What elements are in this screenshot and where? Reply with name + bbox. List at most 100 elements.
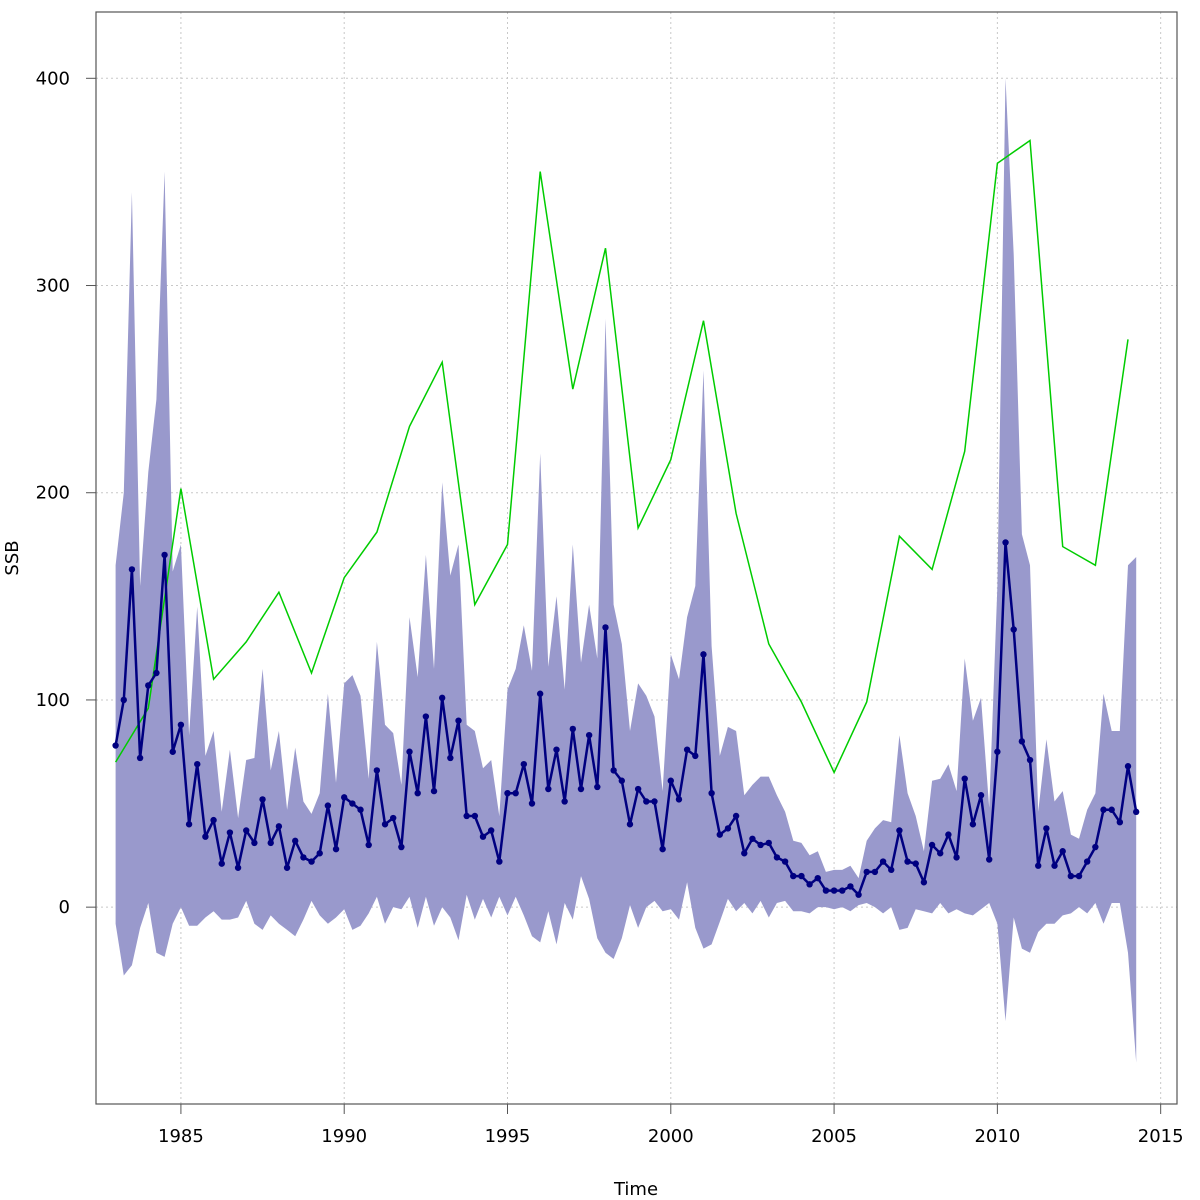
estimate-point (218, 860, 225, 867)
estimate-point (349, 800, 356, 807)
estimate-point (406, 748, 413, 755)
estimate-point (161, 551, 168, 559)
estimate-point (365, 841, 372, 849)
estimate-point (259, 796, 266, 803)
estimate-point (643, 798, 650, 805)
estimate-point (430, 787, 438, 795)
estimate-point (732, 812, 740, 820)
estimate-point (912, 860, 919, 867)
confidence-band (115, 78, 1137, 1063)
estimate-point (724, 825, 732, 832)
estimate-point (455, 717, 462, 724)
estimate-point (928, 841, 936, 849)
estimate-point (1116, 818, 1124, 826)
estimate-point (471, 812, 479, 820)
estimate-point (561, 798, 568, 805)
estimate-point (536, 690, 544, 697)
x-tick-label: 2010 (974, 1126, 1020, 1147)
estimate-point (626, 821, 634, 828)
estimate-point (120, 696, 127, 704)
estimate-point (504, 789, 511, 797)
estimate-point (961, 775, 968, 782)
estimate-point (798, 872, 805, 880)
estimate-point (496, 858, 503, 865)
estimate-point (602, 624, 609, 631)
estimate-point (675, 796, 683, 803)
confidence-band-group (115, 78, 1137, 1063)
x-tick-label: 2005 (811, 1126, 857, 1147)
estimate-point (806, 881, 813, 888)
estimate-point (814, 874, 821, 882)
estimate-point (292, 837, 299, 845)
estimate-point (839, 887, 846, 894)
estimate-point (136, 754, 144, 762)
y-tick-label: 200 (36, 483, 70, 504)
estimate-point (512, 789, 519, 797)
estimate-point (275, 823, 283, 830)
estimate-point (267, 839, 274, 847)
estimate-point (1035, 862, 1042, 869)
estimate-point (243, 827, 250, 834)
estimate-point (953, 854, 960, 861)
estimate-point (1002, 539, 1009, 546)
estimate-point (389, 814, 397, 822)
x-tick-label: 2015 (1138, 1126, 1184, 1147)
estimate-point (251, 839, 258, 847)
y-tick-label: 400 (36, 68, 70, 89)
estimate-point (341, 794, 348, 801)
estimate-point (577, 785, 585, 793)
y-axis-title: SSB (2, 540, 23, 575)
y-tick-label: 100 (36, 690, 70, 711)
estimate-point (888, 866, 895, 874)
estimate-point (871, 868, 879, 876)
estimate-point (398, 843, 405, 851)
estimate-point (414, 789, 421, 797)
estimate-point (773, 854, 781, 861)
estimate-point (683, 746, 691, 753)
annual-series-group (114, 139, 1129, 775)
x-axis: 1985 1990 1995 2000 2005 2010 2015 (158, 1104, 1184, 1147)
estimate-point (1108, 806, 1115, 813)
estimate-point (316, 850, 323, 857)
estimate-point (520, 760, 528, 768)
estimate-point (145, 682, 152, 689)
estimate-point (879, 858, 887, 865)
estimate-point (1124, 763, 1132, 770)
estimate-point (422, 713, 430, 720)
estimate-series-group (112, 539, 1140, 898)
estimate-point (757, 841, 764, 849)
estimate-point (185, 821, 193, 828)
estimate-point (986, 856, 993, 863)
estimate-point (479, 833, 487, 840)
estimate-point (1100, 806, 1107, 813)
estimate-point (545, 785, 552, 793)
plot-frame (95, 11, 1178, 1105)
estimate-point (920, 879, 928, 886)
estimate-point (692, 752, 699, 760)
estimate-point (226, 829, 234, 836)
estimate-point (234, 864, 242, 871)
x-tick-label: 1985 (158, 1126, 204, 1147)
estimate-point (373, 767, 381, 774)
estimate-point (1026, 756, 1034, 764)
estimate-point (283, 864, 291, 871)
estimate-point (569, 725, 577, 733)
estimate-point (553, 746, 560, 753)
estimate-point (528, 800, 536, 807)
estimate-point (1132, 808, 1140, 816)
estimate-point (904, 858, 911, 865)
estimate-point (463, 812, 470, 820)
estimate-point (651, 798, 658, 805)
estimate-point (937, 850, 944, 857)
estimate-point (667, 777, 674, 784)
y-tick-label: 0 (59, 897, 70, 918)
estimate-series-line (114, 541, 1138, 896)
estimate-point (1043, 825, 1050, 832)
estimate-point (830, 887, 838, 894)
estimate-point (177, 721, 185, 729)
estimate-point (594, 783, 601, 791)
estimate-point (994, 748, 1001, 755)
estimate-point (749, 835, 756, 842)
estimate-point (112, 742, 119, 749)
